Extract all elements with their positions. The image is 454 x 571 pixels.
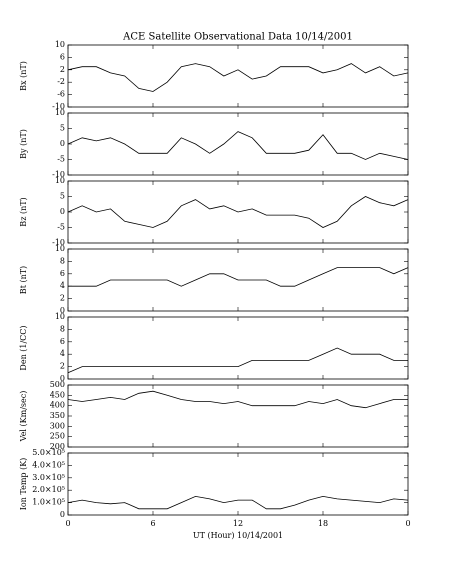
y-tick-label: 2: [60, 65, 65, 74]
y-tick-label: -5: [57, 155, 65, 164]
x-tick-label: 6: [150, 519, 155, 528]
data-line: [67, 390, 408, 409]
y-tick-label: 10: [55, 108, 65, 117]
y-tick-label: 10: [55, 176, 65, 185]
data-line: [67, 63, 409, 92]
y-tick-label: 4: [60, 281, 65, 290]
y-tick-label: 250: [50, 432, 65, 441]
data-line: [67, 347, 408, 374]
panel-frame: [67, 112, 409, 176]
x-tick-label: 0: [405, 519, 410, 528]
data-line: [67, 495, 409, 510]
y-tick-label: 5: [60, 192, 65, 201]
y-tick-label: -10: [52, 170, 65, 179]
y-axis-label: Den (1/CC): [19, 325, 28, 370]
y-tick-label: 2: [60, 362, 65, 371]
x-tick-label: 0: [65, 519, 70, 528]
y-tick-label: 400: [50, 401, 65, 410]
y-tick-label: 0: [60, 306, 65, 315]
y-tick-label: 200: [50, 442, 65, 451]
y-tick-label: 6: [60, 52, 65, 61]
y-tick-label: -2: [57, 77, 65, 86]
data-line: [68, 267, 409, 287]
data-line: [67, 196, 409, 228]
y-tick-label: 500: [50, 380, 65, 389]
y-tick-label: 6: [60, 269, 65, 278]
x-tick-label: 18: [318, 519, 328, 528]
panel-frame: [67, 452, 409, 516]
chart-title: ACE Satellite Observational Data 10/14/2…: [122, 32, 353, 43]
y-tick-label: 0: [60, 374, 65, 383]
panel-frame: [67, 316, 409, 380]
data-line: [67, 131, 409, 160]
y-tick-label: -6: [57, 90, 65, 99]
y-tick-label: 350: [50, 411, 65, 420]
y-tick-label: 0: [60, 510, 65, 519]
y-tick-label: 0: [60, 207, 65, 216]
y-tick-label: 8: [60, 256, 65, 265]
y-tick-label: -5: [57, 223, 65, 232]
y-tick-label: 2: [60, 294, 65, 303]
y-tick-label: 5.0×10⁵: [32, 448, 65, 457]
y-axis-label: By (nT): [19, 129, 28, 159]
y-axis-label: Vel (Km/sec): [19, 391, 28, 443]
y-tick-label: 1.0×10⁵: [32, 498, 65, 507]
y-tick-label: 450: [50, 390, 65, 399]
y-tick-label: 4.0×10⁵: [32, 460, 65, 469]
y-tick-label: -10: [52, 238, 65, 247]
y-tick-label: 300: [50, 421, 65, 430]
y-tick-label: 3.0×10⁵: [32, 473, 65, 482]
y-tick-label: -10: [52, 102, 65, 111]
y-axis-label: Bz (nT): [19, 197, 28, 226]
y-tick-label: 10: [55, 244, 65, 253]
x-axis-label: UT (Hour) 10/14/2001: [193, 531, 283, 540]
y-tick-label: 4: [60, 349, 65, 358]
y-tick-label: 8: [60, 324, 65, 333]
y-tick-label: 6: [60, 337, 65, 346]
y-tick-label: 2.0×10⁵: [32, 485, 65, 494]
x-tick-label: 12: [233, 519, 243, 528]
y-tick-label: 10: [55, 312, 65, 321]
y-tick-label: 10: [55, 40, 65, 49]
y-axis-label: Bx (nT): [19, 61, 28, 91]
panel-frame: [67, 384, 409, 448]
y-axis-label: Ion Temp (K): [19, 458, 28, 511]
panel-frame: [67, 44, 409, 108]
y-tick-label: 0: [60, 139, 65, 148]
y-tick-label: 5: [60, 124, 65, 133]
y-axis-label: Bt (nT): [19, 266, 28, 294]
